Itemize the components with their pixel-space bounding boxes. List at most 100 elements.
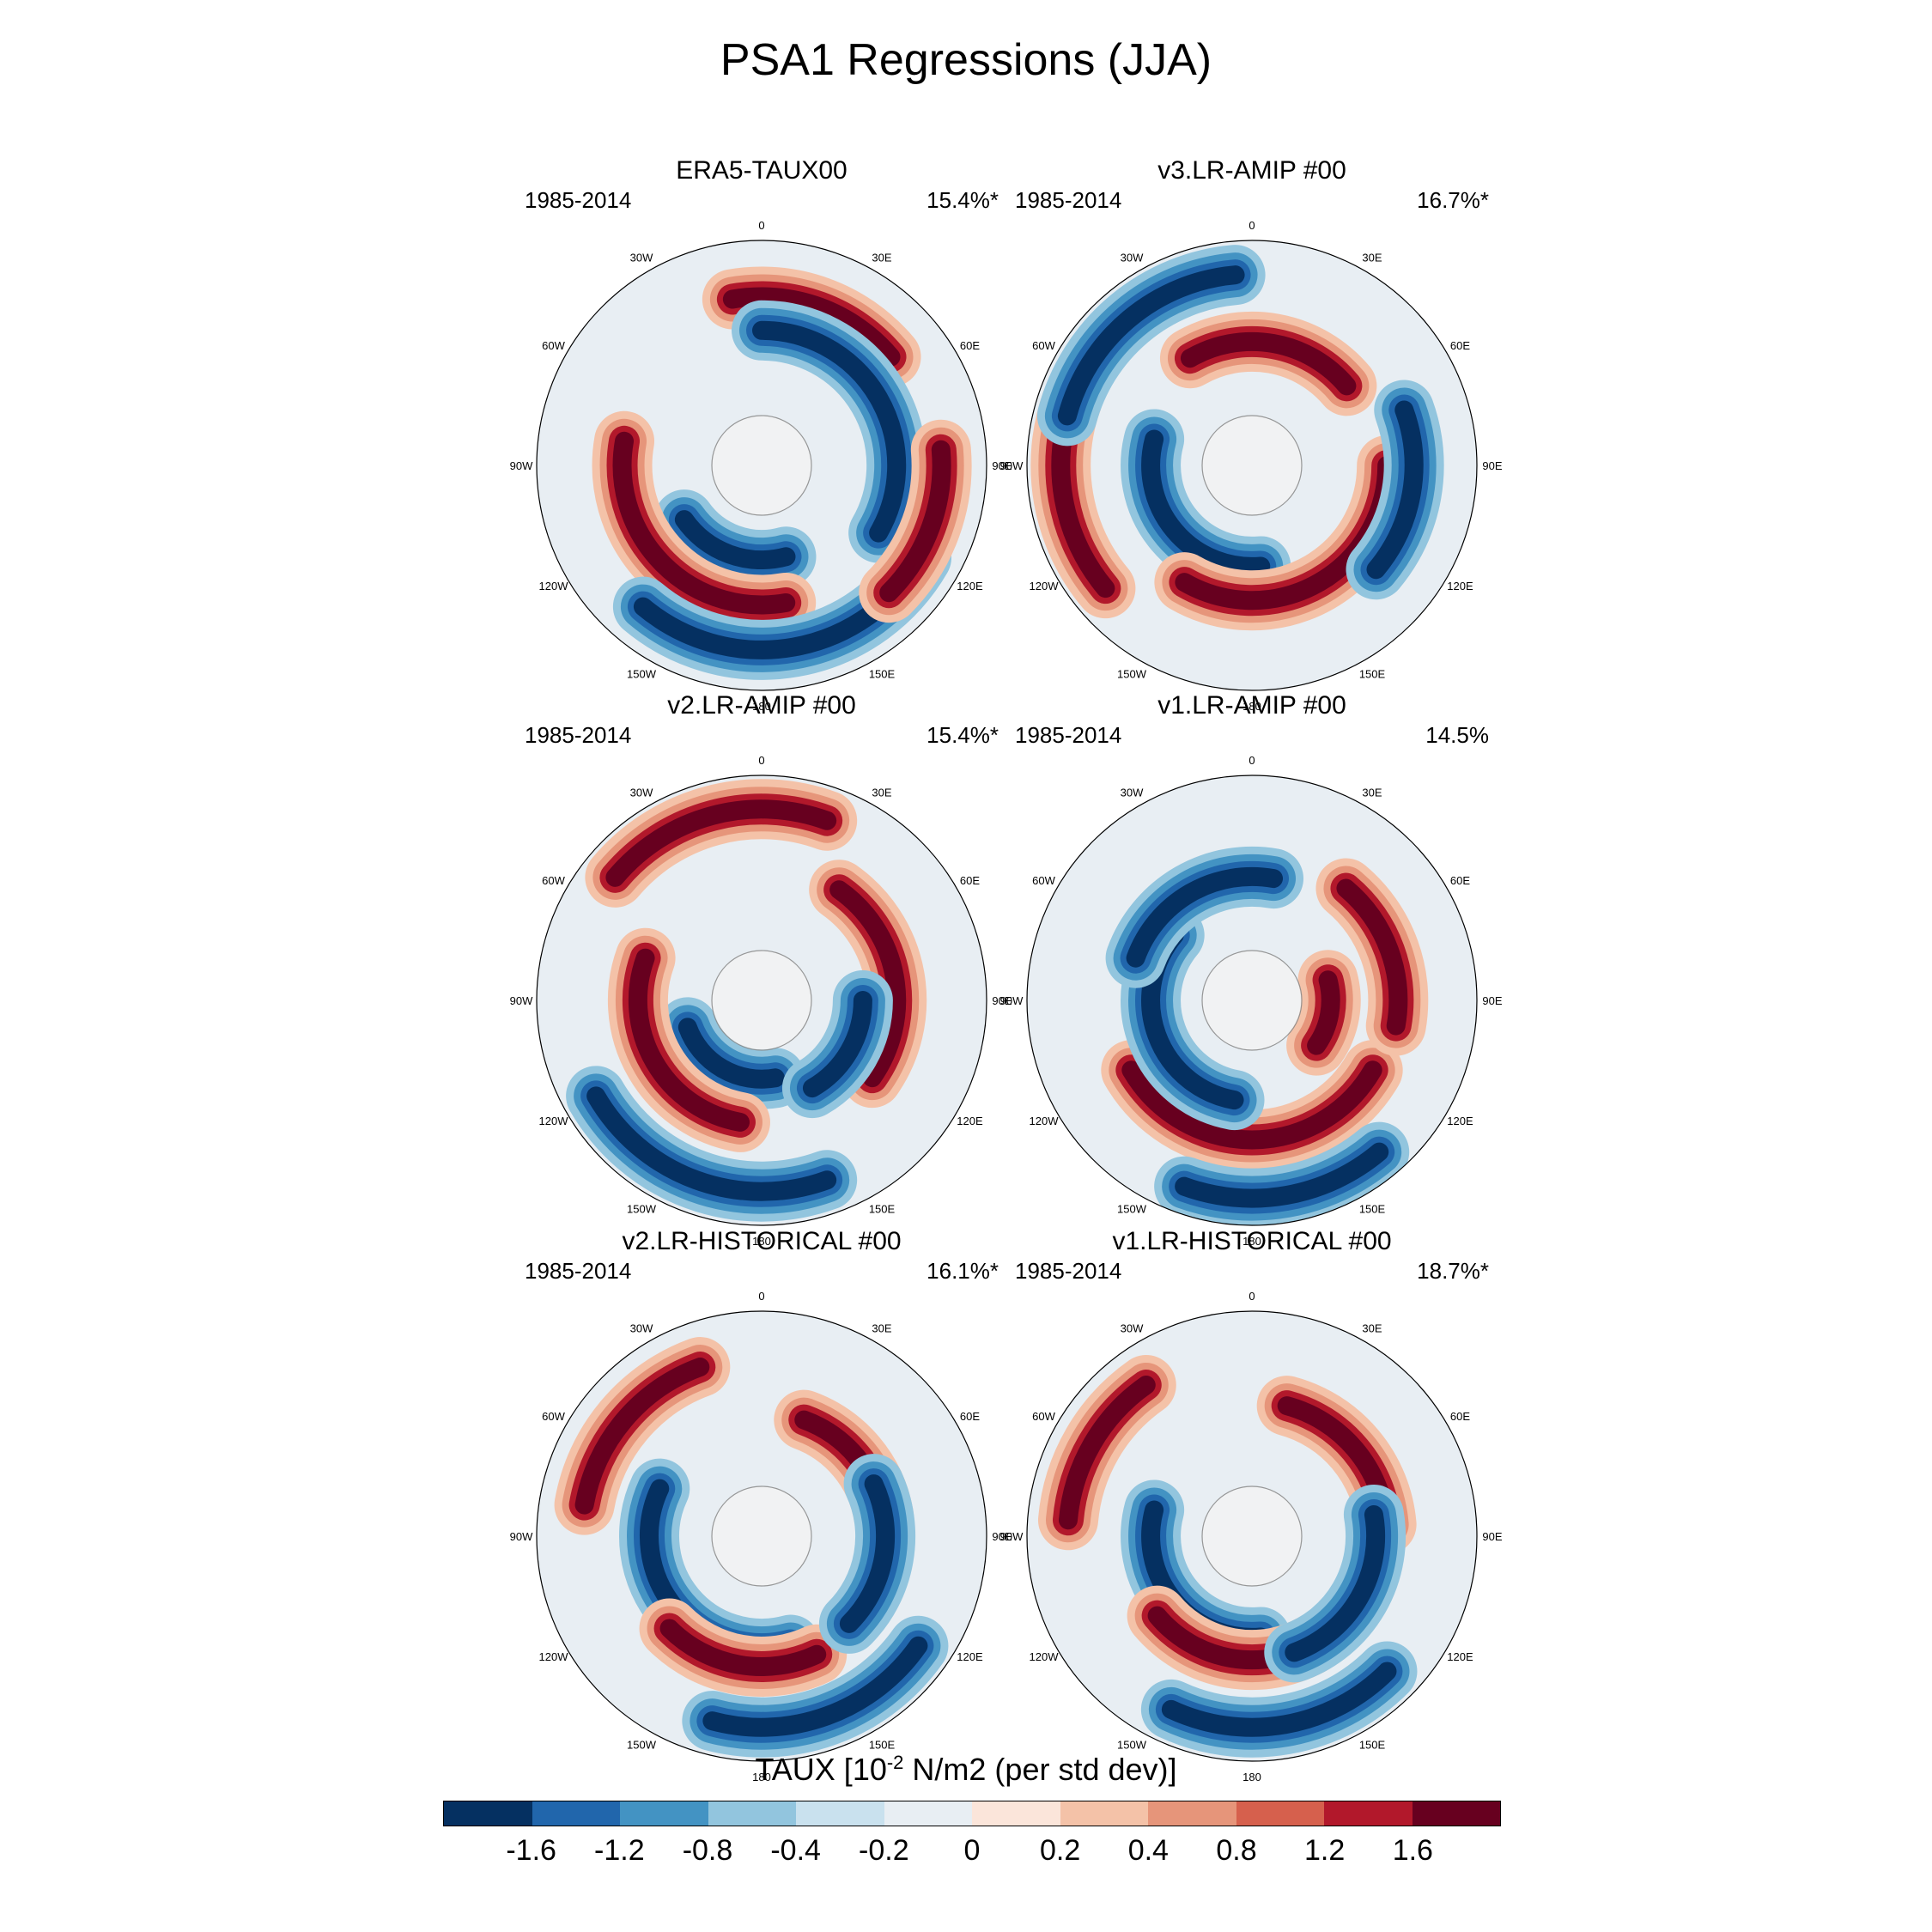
longitude-label: 0 [1249,1290,1255,1303]
colorbar-tick-label: -0.2 [859,1834,909,1867]
longitude-label: 180 [1242,1235,1261,1248]
polar-map: 0 30E 60E 90E 120E 150E 180 150W 120W 90W 60W 30W [1000,754,1503,1248]
positive-anomaly-band [1180,331,1357,396]
longitude-label: 90W [510,1530,533,1543]
colorbar-swatch [796,1801,884,1826]
longitude-label: 150W [627,667,657,680]
panel-variance-pct: 18.7%* [1417,1258,1489,1284]
negative-anomaly-band [1366,400,1424,580]
negative-anomaly-band [586,1086,837,1201]
longitude-label: 60E [1450,874,1470,887]
longitude-label: 150E [1359,667,1386,680]
longitude-label: 30E [872,252,891,264]
colorbar-tick-label: 0.2 [1040,1834,1081,1867]
longitude-label: 180 [752,1235,771,1248]
longitude-label: 60W [542,1410,565,1423]
colorbar-tick-label: -0.4 [770,1834,821,1867]
field-layer [537,775,987,1225]
longitude-label: 90W [1000,994,1024,1007]
colorbar-swatch [708,1801,796,1826]
panel-title: v1.LR-HISTORICAL #00 [1112,1227,1392,1255]
longitude-label: 150E [1359,1738,1386,1751]
map-border [536,240,987,691]
map-panel-v2-historical: v2.LR-HISTORICAL #00 1985-2014 16.1%* 0 3… [495,1227,1028,1802]
positive-anomaly-band [1336,878,1408,1036]
negative-anomaly-band [802,991,872,1098]
longitude-label: 120W [1030,580,1060,592]
negative-anomaly-band [1126,866,1284,968]
positive-anomaly-band [659,1619,827,1676]
colorbar-tick-label: 0 [963,1834,981,1867]
longitude-label: 150W [1117,1202,1147,1215]
panel-years: 1985-2014 [1015,187,1122,213]
map-border [1026,775,1478,1226]
longitude-label: 120W [539,1650,569,1663]
longitude-label: 90W [510,994,533,1007]
colorbar-swatch [1060,1801,1148,1826]
panel-years: 1985-2014 [525,722,632,748]
polar-map: 0 30E 60E 90E 120E 150E 180 150W 120W 90W 60W 30W [510,1290,1012,1783]
longitude-label: 60W [1032,874,1055,887]
colorbar-swatch [620,1801,708,1826]
panel-variance-pct: 14.5% [1425,722,1489,748]
positive-anomaly-band [605,799,837,887]
positive-anomaly-band [574,1358,710,1515]
map-panel-v2-amip: v2.LR-AMIP #00 1985-2014 15.4%* 0 30E 60E 9… [495,691,1028,1267]
longitude-label: 90E [1482,459,1502,472]
longitude-label: 120W [539,1115,569,1127]
longitude-label: 120W [1030,1115,1060,1127]
longitude-label: 120W [1030,1650,1060,1663]
colorbar-swatch [1412,1801,1500,1826]
longitude-label: 180 [1242,700,1261,713]
colorbar-tick-label: 1.2 [1304,1834,1346,1867]
longitude-label: 90E [992,994,1012,1007]
negative-anomaly-band [1285,1504,1386,1662]
longitude-label: 60W [1032,339,1055,352]
longitude-label: 60E [1450,339,1470,352]
panel-variance-pct: 15.4%* [927,187,999,213]
negative-anomaly-band [677,1018,785,1089]
colorbar-swatch [532,1801,620,1826]
longitude-label: 90W [1000,459,1024,472]
positive-anomaly-band [1058,1376,1156,1530]
longitude-label: 60E [960,339,980,352]
antarctica-outline [1201,1485,1303,1587]
longitude-label: 120E [957,1650,983,1663]
colorbar-tick-label: -1.2 [594,1834,645,1867]
longitude-label: 30W [630,252,653,264]
field-layer [537,240,987,690]
polar-map: 0 30E 60E 90E 120E 150E 180 150W 120W 90W 60W 30W [1000,219,1503,713]
panel-years: 1985-2014 [525,1258,632,1284]
longitude-label: 90W [1000,1530,1024,1543]
polar-map: 0 30E 60E 90E 120E 150E 180 150W 120W 90W 60W 30W [510,754,1012,1248]
positive-anomaly-band [1307,970,1340,1055]
longitude-label: 0 [758,754,764,767]
positive-anomaly-band [722,287,901,367]
panel-variance-pct: 15.4%* [927,722,999,748]
colorbar-tick-label: 0.8 [1216,1834,1257,1867]
longitude-label: 120E [957,580,983,592]
panel-years: 1985-2014 [1015,722,1122,748]
longitude-label: 30E [1362,787,1382,799]
longitude-label: 30W [630,787,653,799]
longitude-label: 30W [1121,787,1144,799]
longitude-label: 30E [1362,252,1382,264]
longitude-label: 30W [1121,252,1144,264]
negative-anomaly-band [674,510,796,569]
map-panel-era5: ERA5-TAUX00 1985-2014 15.4%* 0 30E 60E 90E 1… [495,156,1028,732]
longitude-label: 90E [992,1530,1012,1543]
positive-anomaly-band [612,431,796,615]
field-layer [1027,775,1477,1225]
map-panel-v1-historical: v1.LR-HISTORICAL #00 1985-2014 18.7%* 0 3… [986,1227,1518,1802]
positive-anomaly-band [628,948,750,1132]
positive-anomaly-band [1121,1060,1382,1150]
antarctica-outline [1201,950,1303,1051]
longitude-label: 150W [1117,667,1147,680]
negative-anomaly-band [752,320,907,543]
longitude-label: 150W [1117,1738,1147,1751]
panel-title: v2.LR-AMIP #00 [667,691,856,720]
longitude-label: 120E [1447,580,1473,592]
colorbar-ticks: -1.6 -1.2 -0.8 -0.4 -0.2 0 0.2 0.4 0.8 1.2 1.6 [443,1834,1501,1868]
polar-map: 0 30E 60E 90E 120E 150E 180 150W 120W 90W 60W 30W [510,219,1012,713]
longitude-label: 150E [1359,1202,1386,1215]
